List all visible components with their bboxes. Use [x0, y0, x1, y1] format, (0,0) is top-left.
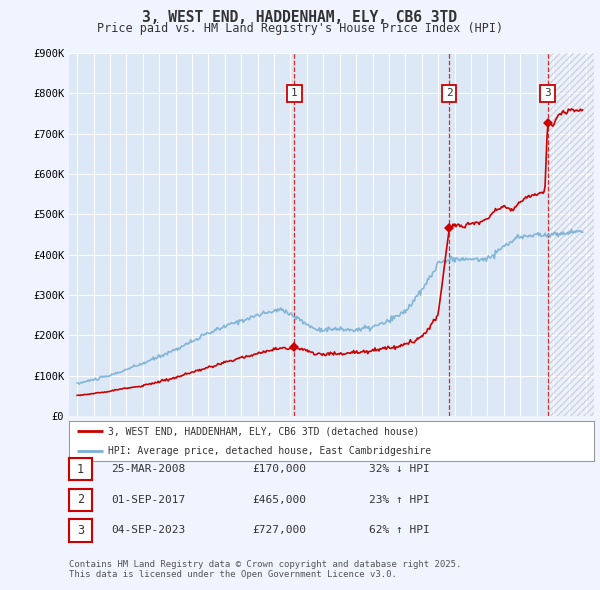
Text: 25-MAR-2008: 25-MAR-2008: [111, 464, 185, 474]
Text: 23% ↑ HPI: 23% ↑ HPI: [369, 495, 430, 504]
Text: 04-SEP-2023: 04-SEP-2023: [111, 526, 185, 535]
Text: £727,000: £727,000: [252, 526, 306, 535]
Text: 1: 1: [291, 88, 298, 99]
Text: 32% ↓ HPI: 32% ↓ HPI: [369, 464, 430, 474]
Text: £170,000: £170,000: [252, 464, 306, 474]
Text: 62% ↑ HPI: 62% ↑ HPI: [369, 526, 430, 535]
Text: 3: 3: [77, 524, 84, 537]
Text: Price paid vs. HM Land Registry's House Price Index (HPI): Price paid vs. HM Land Registry's House …: [97, 22, 503, 35]
Text: HPI: Average price, detached house, East Cambridgeshire: HPI: Average price, detached house, East…: [109, 447, 431, 456]
Text: 2: 2: [446, 88, 452, 99]
Bar: [548, 53, 594, 416]
Text: 1: 1: [77, 463, 84, 476]
Text: 01-SEP-2017: 01-SEP-2017: [111, 495, 185, 504]
Text: 3: 3: [544, 88, 551, 99]
Text: £465,000: £465,000: [252, 495, 306, 504]
Text: 2: 2: [77, 493, 84, 506]
Text: Contains HM Land Registry data © Crown copyright and database right 2025.
This d: Contains HM Land Registry data © Crown c…: [69, 560, 461, 579]
Text: 3, WEST END, HADDENHAM, ELY, CB6 3TD (detached house): 3, WEST END, HADDENHAM, ELY, CB6 3TD (de…: [109, 427, 420, 436]
Text: 3, WEST END, HADDENHAM, ELY, CB6 3TD: 3, WEST END, HADDENHAM, ELY, CB6 3TD: [143, 10, 458, 25]
